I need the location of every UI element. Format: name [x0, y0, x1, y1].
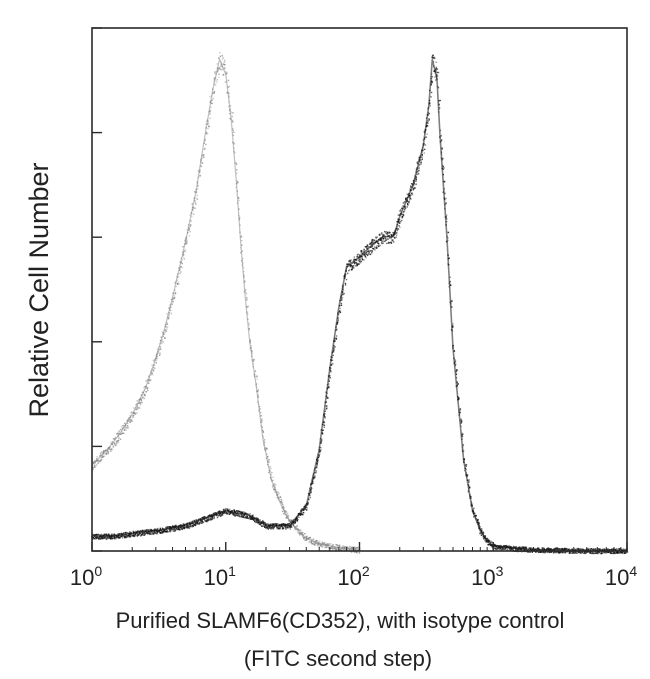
series-texture-SLAMF6-stained [91, 54, 629, 555]
x-tick-label: 101 [204, 563, 236, 590]
series-texture-isotype-control [91, 52, 361, 554]
x-tick-label: 102 [337, 563, 369, 590]
plot-frame [91, 27, 628, 552]
series-line-isotype-control [91, 57, 360, 551]
y-axis-ticks [92, 27, 102, 552]
x-axis-ticks: 100 101 102 103 104 [70, 542, 637, 590]
x-axis-label-line-2: (FITC second step) [244, 646, 432, 671]
x-tick-label: 103 [471, 563, 503, 590]
series-SLAMF6-stained [91, 54, 629, 555]
x-tick-label: 100 [70, 563, 102, 590]
y-axis-label: Relative Cell Number [24, 162, 54, 417]
x-axis-label-line-1: Purified SLAMF6(CD352), with isotype con… [116, 608, 565, 633]
series-layer [91, 52, 629, 555]
series-isotype-control [91, 52, 361, 554]
x-tick-label: 104 [605, 563, 637, 590]
